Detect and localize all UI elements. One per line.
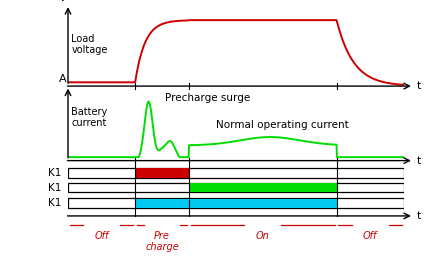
Text: Battery
current: Battery current xyxy=(71,107,108,128)
Text: t: t xyxy=(417,156,422,166)
Bar xyxy=(68,183,404,192)
Bar xyxy=(68,198,404,208)
Text: Load
voltage: Load voltage xyxy=(71,34,108,55)
Text: Off: Off xyxy=(94,231,109,241)
Text: On: On xyxy=(256,231,269,241)
Text: Pre
charge: Pre charge xyxy=(145,231,179,252)
Text: Precharge surge: Precharge surge xyxy=(165,93,251,103)
Bar xyxy=(189,183,337,192)
Text: Off: Off xyxy=(363,231,377,241)
Bar xyxy=(135,199,337,208)
Text: K1: K1 xyxy=(48,183,61,192)
Bar xyxy=(135,168,189,178)
Bar xyxy=(68,168,404,178)
Text: Normal operating current: Normal operating current xyxy=(216,120,348,130)
Text: V: V xyxy=(59,0,66,3)
Text: t: t xyxy=(417,211,422,221)
Text: A: A xyxy=(59,74,66,84)
Text: K1: K1 xyxy=(48,168,61,178)
Text: t: t xyxy=(417,81,422,91)
Text: K1: K1 xyxy=(48,198,61,208)
